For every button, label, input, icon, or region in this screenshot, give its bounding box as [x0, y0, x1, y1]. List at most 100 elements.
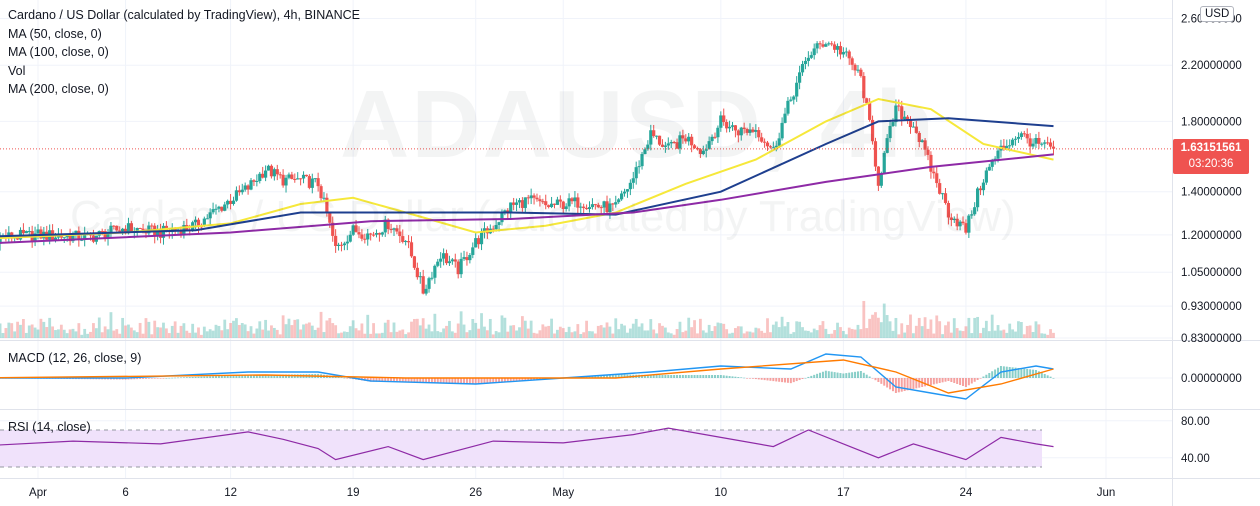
macd-histogram-bar	[235, 375, 238, 378]
volume-bar	[191, 323, 195, 338]
volume-bar	[112, 330, 116, 338]
candle-body	[920, 140, 924, 142]
macd-histogram-bar	[991, 371, 994, 378]
volume-bar	[728, 333, 731, 338]
volume-bar	[202, 326, 206, 338]
candle-body	[584, 208, 589, 210]
candle-body	[853, 64, 857, 71]
volume-bar	[949, 332, 953, 338]
candle-body	[275, 169, 279, 175]
legend-ma200[interactable]: MA (200, close, 0)	[8, 82, 109, 96]
volume-bar	[369, 333, 373, 338]
volume-bar	[938, 321, 942, 338]
volume-bar	[127, 324, 130, 338]
volume-bar	[68, 329, 72, 338]
volume-bar	[453, 332, 457, 338]
volume-bar	[211, 330, 215, 338]
candle-body	[1051, 146, 1056, 149]
candle-body	[138, 227, 142, 229]
time-axis: Apr 6 12 19 26 May 10 17 24 Jun	[29, 487, 1115, 499]
candle-body	[205, 218, 209, 220]
candle-body	[509, 202, 513, 213]
macd-histogram-bar	[255, 374, 258, 378]
macd-histogram-bar	[115, 378, 118, 380]
rsi-legend[interactable]: RSI (14, close)	[8, 420, 91, 434]
volume-bar	[1034, 321, 1038, 338]
candle-body	[15, 237, 20, 240]
macd-histogram-bar	[1017, 368, 1020, 378]
candle-body	[824, 44, 828, 47]
macd-histogram-bar	[877, 378, 880, 382]
volume-bar	[698, 318, 702, 338]
volume-bar	[65, 333, 69, 338]
candle-body	[704, 149, 708, 151]
volume-bar	[106, 329, 110, 338]
legend-ma50[interactable]: MA (50, close, 0)	[8, 26, 102, 41]
macd-histogram-bar	[191, 376, 194, 378]
volume-bar	[879, 322, 883, 338]
volume-bar	[164, 328, 168, 338]
macd-histogram-bar	[477, 378, 480, 384]
volume-bar	[652, 329, 656, 338]
candle-body	[272, 169, 276, 177]
macd-histogram-bar	[483, 378, 486, 384]
candle-body	[223, 204, 227, 211]
macd-histogram-bar	[273, 374, 276, 378]
macd-histogram-bar	[851, 372, 854, 378]
legend-vol[interactable]: Vol	[8, 63, 26, 78]
candle-body	[482, 228, 487, 233]
macd-histogram-bar	[521, 378, 524, 381]
candle-body	[371, 234, 376, 236]
macd-histogram-bar	[179, 377, 182, 379]
price-tick-label: 1.80000000	[1181, 116, 1242, 128]
volume-bar	[310, 325, 314, 338]
macd-histogram-bar	[731, 376, 734, 378]
macd-histogram-bar	[395, 378, 398, 382]
volume-bar	[121, 317, 125, 338]
volume-bar	[57, 329, 60, 338]
macd-histogram-bar	[217, 375, 220, 378]
candle-body	[795, 82, 799, 97]
macd-histogram-bar	[964, 378, 967, 387]
candle-body	[984, 170, 988, 183]
legend-title[interactable]: Cardano / US Dollar (calculated by Tradi…	[8, 8, 361, 22]
candle-body	[716, 127, 720, 138]
volume-bar	[885, 315, 889, 338]
macd-legend[interactable]: MACD (12, 26, close, 9)	[8, 351, 142, 365]
currency-button[interactable]: USD	[1200, 6, 1235, 22]
macd-histogram-bar	[967, 378, 970, 386]
macd-histogram-bar	[223, 375, 226, 378]
volume-bar	[42, 321, 46, 338]
candle-body	[65, 235, 69, 238]
macd-histogram-bar	[702, 375, 705, 378]
candle-body	[389, 228, 393, 230]
legend-ma100[interactable]: MA (100, close, 0)	[8, 45, 109, 59]
macd-histogram-bar	[681, 375, 684, 378]
candle-body	[690, 136, 694, 146]
volume-bar	[392, 322, 396, 338]
macd-histogram-bar	[174, 377, 177, 379]
volume-bar	[1028, 325, 1032, 338]
volume-bar	[821, 321, 825, 338]
volume-bar	[617, 329, 621, 338]
volume-bar	[1031, 331, 1035, 338]
volume-bar	[841, 330, 845, 338]
macd-histogram-bar	[778, 378, 781, 382]
macd-histogram-bar	[279, 374, 282, 378]
candle-body	[596, 204, 600, 208]
candle-body	[377, 233, 382, 235]
candle-body	[1031, 143, 1035, 147]
volume-bar	[1005, 332, 1009, 338]
volume-bar	[54, 330, 57, 338]
volume-bar	[421, 318, 425, 338]
volume-bar	[179, 325, 183, 338]
volume-bar	[383, 322, 387, 338]
volume-bar	[912, 333, 915, 338]
candle-body	[456, 261, 460, 275]
volume-bar	[611, 333, 615, 338]
volume-bar	[418, 325, 422, 338]
macd-histogram-bar	[162, 378, 165, 379]
candle-body	[325, 197, 329, 214]
macd-histogram-bar	[369, 378, 372, 382]
